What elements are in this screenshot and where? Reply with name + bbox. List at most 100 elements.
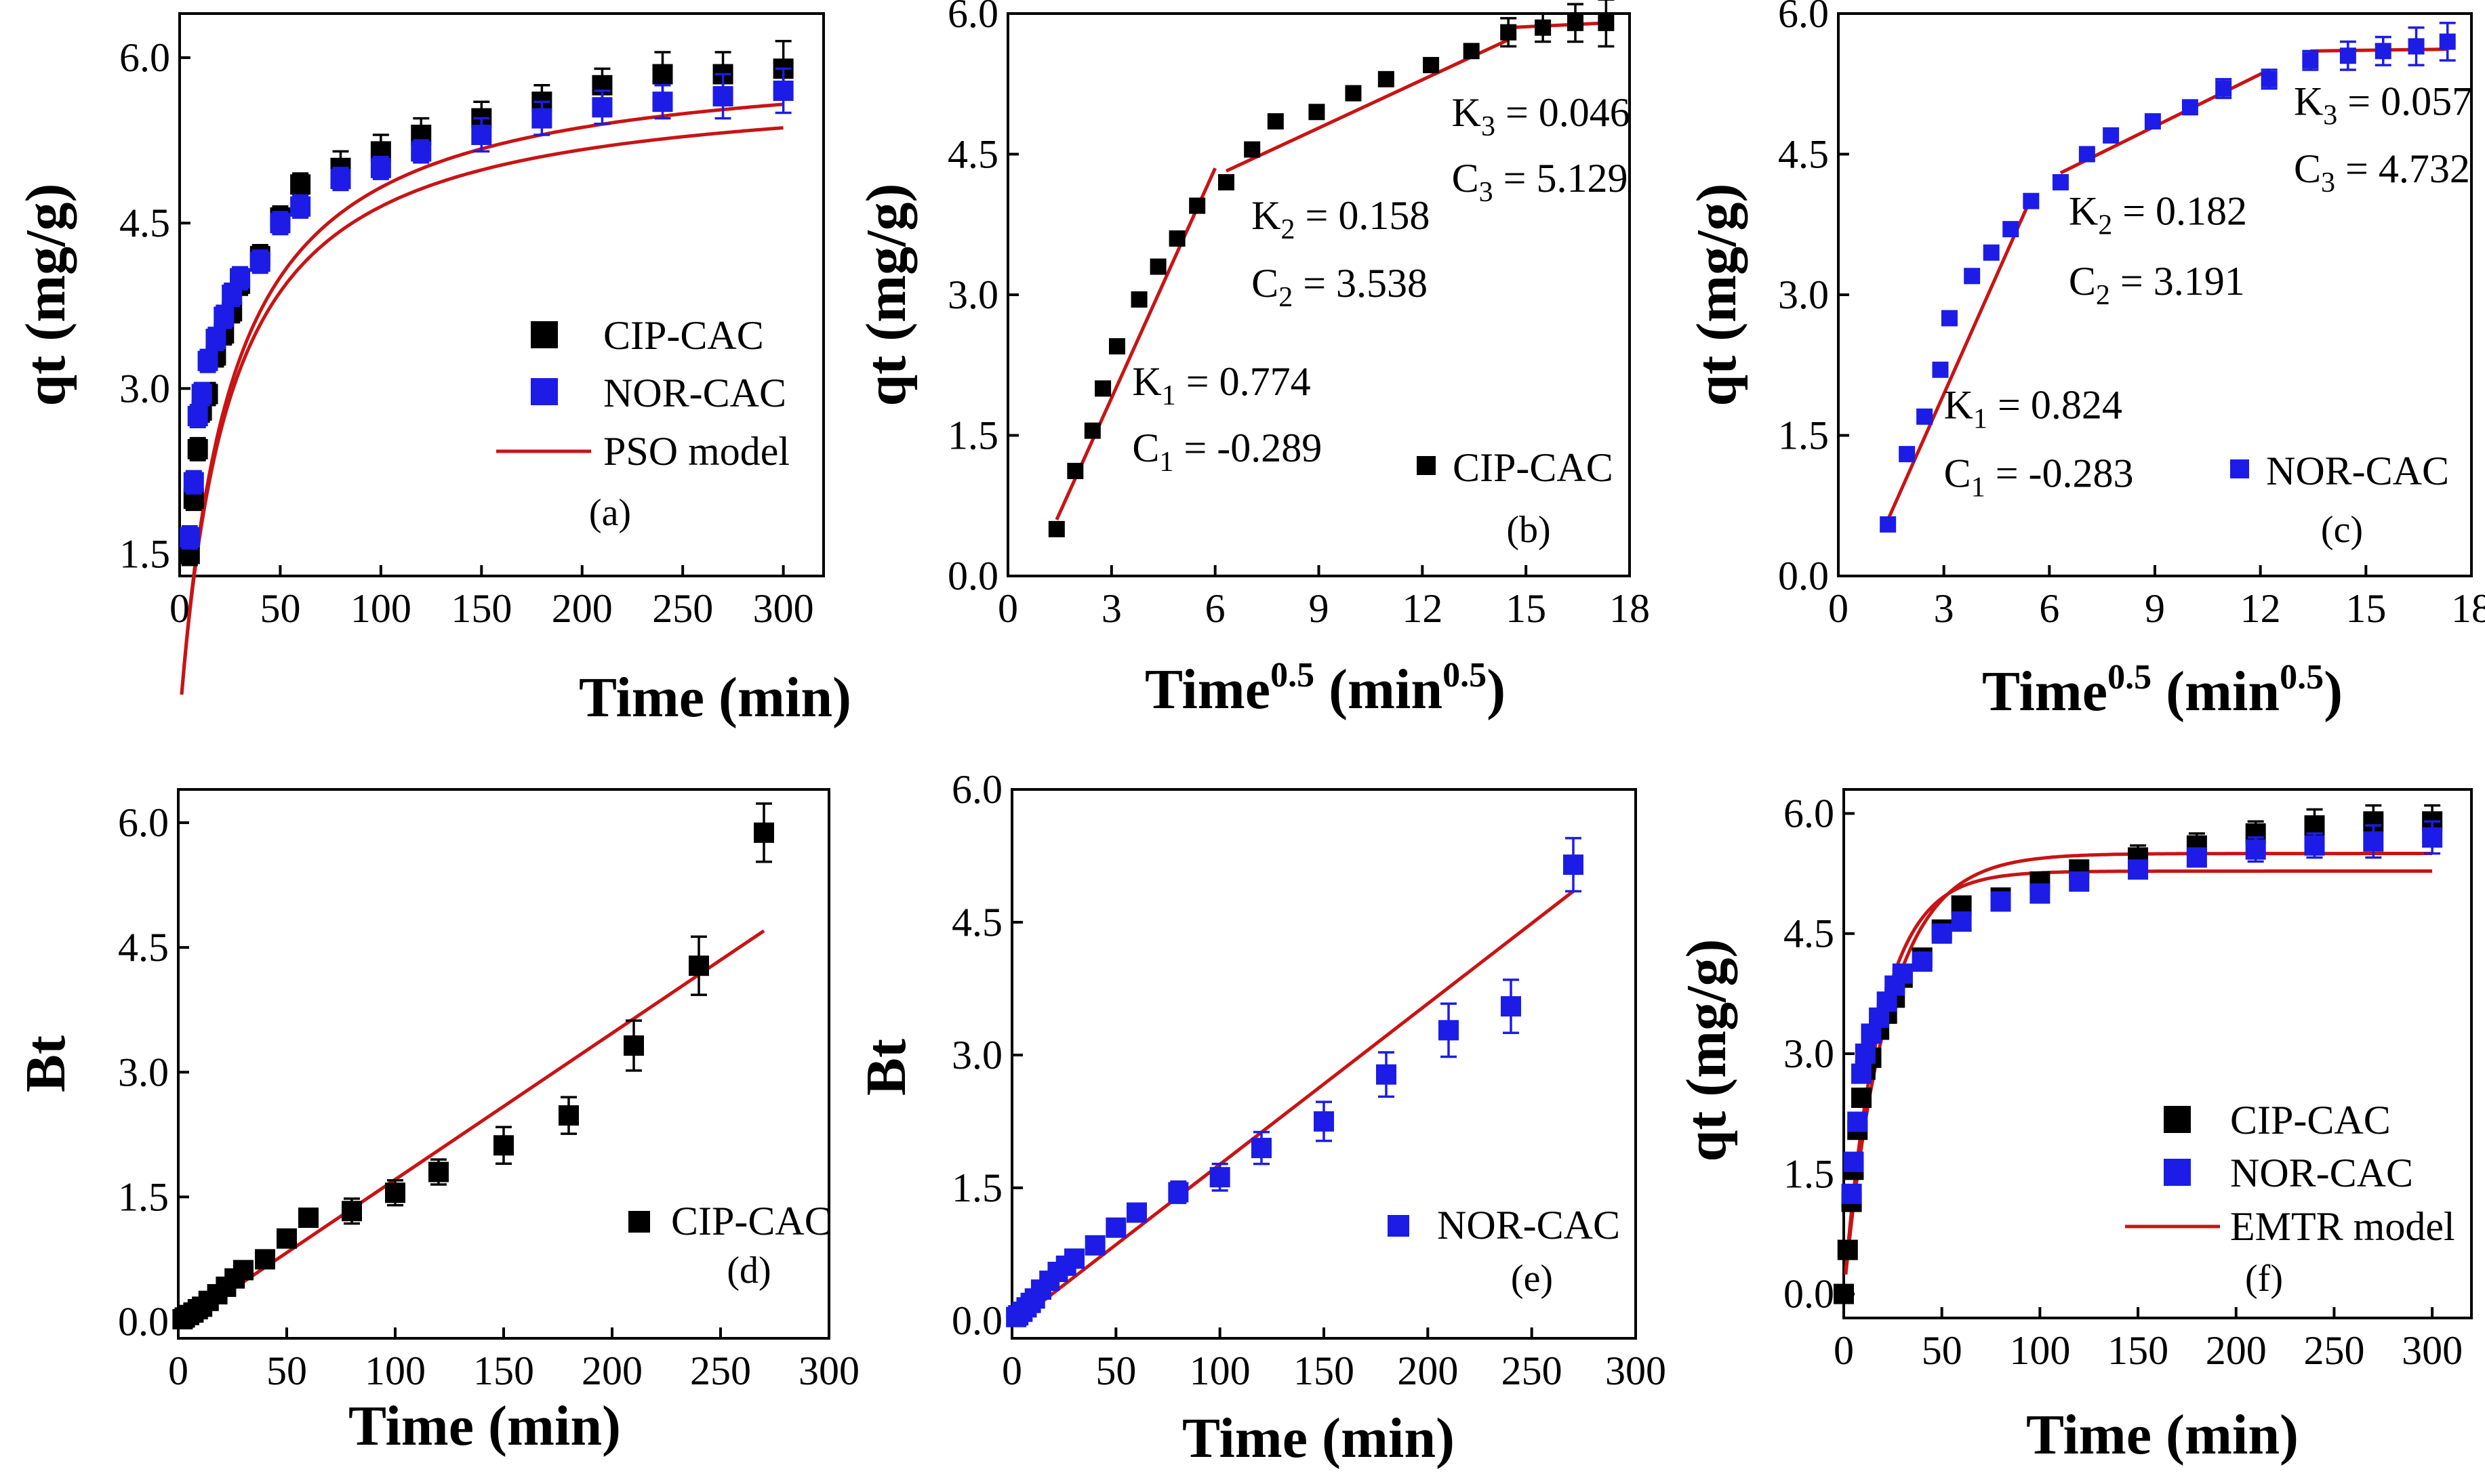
legend-marker-cip (628, 1211, 650, 1233)
data-point (233, 1260, 254, 1281)
data-point (1892, 963, 1913, 984)
fit-line (1886, 195, 2034, 521)
legend-f: CIP-CAC NOR-CAC EMTR model (2125, 1098, 2455, 1249)
data-point (1843, 1151, 1864, 1172)
legend-b: CIP-CAC (1417, 445, 1613, 490)
legend-label-cip: CIP-CAC (603, 313, 764, 358)
data-point (652, 64, 673, 85)
data-point (1423, 57, 1440, 74)
x-axis-label-a: Time (min) (579, 666, 851, 729)
annotation-subscript: 1 (1162, 380, 1176, 411)
data-point (1598, 14, 1615, 31)
x-tick-label: 200 (1397, 1348, 1458, 1393)
data-point (1851, 1063, 1872, 1084)
data-point (471, 125, 492, 146)
x-tick-label: 200 (552, 586, 613, 631)
annotation-symbol: K (2294, 79, 2323, 123)
y-tick-label: 3.0 (948, 272, 998, 317)
data-point (1932, 361, 1949, 378)
y-tick-label: 0.0 (952, 1298, 1003, 1343)
x-tick-label: 9 (1309, 586, 1329, 631)
y-tick-label: 6.0 (948, 0, 998, 36)
fit-line (1225, 38, 1510, 173)
data-point (1168, 1182, 1189, 1203)
x-axis-label-c-close: ) (2324, 660, 2343, 723)
y-tick-label: 6.0 (952, 767, 1003, 812)
data-point (624, 1035, 644, 1056)
data-point (370, 157, 391, 178)
x-tick-label: 12 (1402, 586, 1442, 631)
data-point (249, 251, 270, 272)
annotation-symbol: C (2294, 146, 2321, 191)
x-tick-label: 15 (2345, 586, 2386, 631)
annotation-value: = -0.283 (1985, 451, 2134, 496)
annotation-value: = 3.191 (2110, 259, 2245, 304)
x-tick-label: 250 (652, 586, 713, 631)
data-point (1837, 1239, 1858, 1260)
y-tick-label: 4.5 (1783, 911, 1834, 956)
annotation: K1 = 0.774 (1132, 359, 1310, 411)
data-point (1150, 258, 1167, 275)
y-tick-label: 1.5 (952, 1166, 1003, 1210)
x-axis-label-c-main: Time (1982, 660, 2107, 723)
x-axis-label-b-sup: 0.5 (1270, 656, 1314, 695)
y-axis-label-f: qt (mg/g) (1675, 939, 1738, 1162)
x-axis-label-c-unit: (min (2151, 660, 2280, 723)
data-point (2078, 146, 2095, 163)
y-tick-label: 4.5 (952, 900, 1003, 945)
data-point (1131, 291, 1148, 308)
x-tick-label: 300 (799, 1348, 860, 1393)
y-tick-label: 3.0 (119, 366, 170, 411)
y-tick-label: 3.0 (1783, 1031, 1834, 1076)
data-point (2339, 47, 2356, 64)
annotation: K2 = 0.182 (2069, 188, 2247, 241)
data-point (1912, 951, 1933, 972)
annotation-symbol: K (1251, 193, 1280, 238)
data-point (277, 1228, 297, 1249)
plot-area-e (1011, 788, 1637, 1340)
data-point (1567, 14, 1584, 31)
annotation-value: = 0.158 (1295, 193, 1430, 238)
annotation: K3 = 0.046 (1452, 90, 1630, 142)
data-point (1189, 197, 1206, 214)
x-axis-label-b: Time0.5 (min0.5) (1145, 656, 1506, 721)
y-axis-label-e: Bt (855, 1039, 918, 1096)
annotation-subscript: 1 (1159, 447, 1173, 478)
y-tick-label: 1.5 (1778, 413, 1829, 458)
data-point (2023, 192, 2040, 209)
data-point (1880, 516, 1897, 533)
data-point (1834, 1283, 1854, 1304)
fit-line (177, 929, 765, 1327)
data-point (197, 350, 218, 371)
y-axis-label-a: qt (mg/g) (14, 184, 77, 407)
data-point (342, 1201, 362, 1222)
annotation-subscript: 3 (1479, 177, 1493, 208)
data-point (1308, 104, 1325, 121)
panel-label-a: (a) (589, 492, 631, 534)
x-axis-label-f: Time (min) (2026, 1403, 2299, 1466)
data-point (1345, 85, 1362, 102)
x-axis-label-b-unit: (min (1314, 658, 1442, 721)
data-point (1899, 446, 1916, 463)
x-tick-label: 50 (260, 586, 300, 631)
data-point (773, 80, 794, 101)
data-point (2422, 827, 2443, 848)
legend-label-nor: NOR-CAC (2230, 1151, 2413, 1195)
data-point (183, 472, 204, 493)
annotation-symbol: C (1132, 426, 1159, 470)
data-point (428, 1161, 449, 1182)
annotation-subscript: 3 (1481, 111, 1495, 142)
annotation: C3 = 4.732 (2294, 146, 2470, 199)
fit-line (1011, 890, 1575, 1327)
data-point (2302, 52, 2319, 69)
x-tick-label: 0 (998, 586, 1018, 631)
data-point (191, 384, 212, 405)
data-point (205, 329, 226, 350)
x-tick-label: 100 (365, 1348, 426, 1393)
x-axis-label-c-sup: 0.5 (2107, 658, 2151, 697)
annotation-subscript: 2 (1278, 282, 1293, 313)
x-tick-label: 0 (1834, 1328, 1854, 1373)
x-tick-label: 300 (1605, 1348, 1666, 1393)
x-tick-label: 200 (582, 1348, 643, 1393)
y-tick-label: 4.5 (948, 132, 998, 177)
